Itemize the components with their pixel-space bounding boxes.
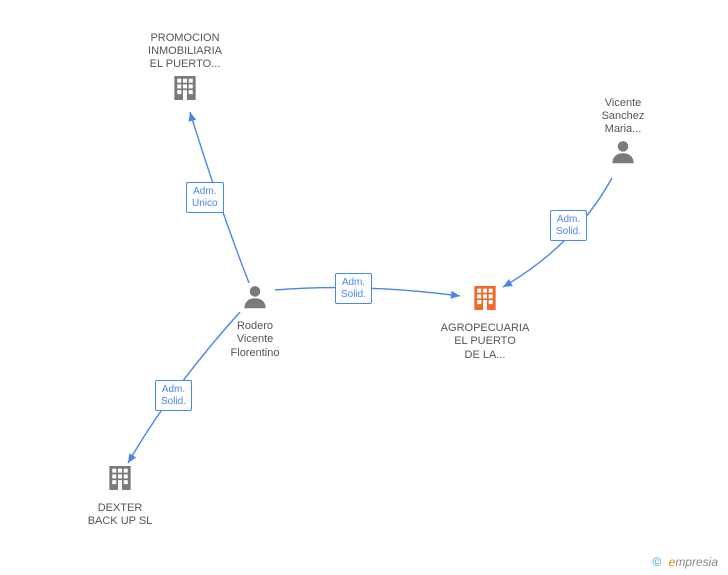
building-icon xyxy=(135,72,235,108)
copyright-symbol: © xyxy=(652,555,661,569)
node-label: DEXTER BACK UP SL xyxy=(88,502,153,527)
person-icon xyxy=(210,282,300,316)
node-rodero[interactable]: Rodero Vicente Florentino xyxy=(210,282,300,360)
node-label: Vicente Sanchez Maria... xyxy=(602,97,645,135)
edge-label-adm-solid: Adm. Solid. xyxy=(335,273,372,304)
watermark: © empresia xyxy=(652,555,718,569)
edge-label-adm-unico: Adm. Unico xyxy=(186,182,224,213)
node-agropecuaria[interactable]: AGROPECUARIA EL PUERTO DE LA... xyxy=(425,282,545,362)
person-icon xyxy=(583,137,663,171)
building-icon xyxy=(425,282,545,318)
node-label: AGROPECUARIA EL PUERTO DE LA... xyxy=(441,322,530,360)
building-icon xyxy=(70,462,170,498)
node-dexter[interactable]: DEXTER BACK UP SL xyxy=(70,462,170,529)
brand-rest: mpresia xyxy=(675,555,718,569)
edge-label-adm-solid: Adm. Solid. xyxy=(155,380,192,411)
node-label: Rodero Vicente Florentino xyxy=(231,320,280,358)
edge-label-adm-solid: Adm. Solid. xyxy=(550,210,587,241)
node-vicente-sanchez[interactable]: Vicente Sanchez Maria... xyxy=(583,97,663,175)
diagram-canvas: PROMOCION INMOBILIARIA EL PUERTO... Vice… xyxy=(0,0,728,575)
node-label: PROMOCION INMOBILIARIA EL PUERTO... xyxy=(148,32,222,70)
node-promocion[interactable]: PROMOCION INMOBILIARIA EL PUERTO... xyxy=(135,32,235,112)
